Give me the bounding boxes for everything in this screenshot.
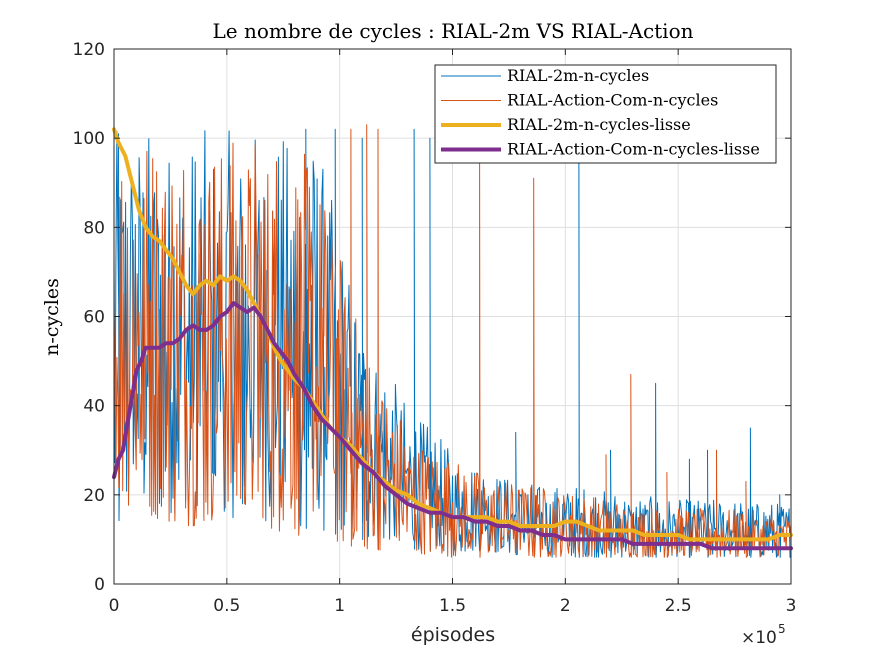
series-line-RIAL-Action-Com-n-cycles (113, 124, 792, 558)
legend-label-RIAL-Action-Com-n-cycles: RIAL-Action-Com-n-cycles (507, 91, 718, 110)
y-axis-label: n-cycles (41, 278, 63, 356)
x-tick-label: 2.5 (665, 596, 692, 616)
x-tick-label: 3 (786, 596, 797, 616)
legend: RIAL-2m-n-cycles RIAL-Action-Com-n-cycles… (434, 64, 777, 164)
legend-items: RIAL-2m-n-cycles RIAL-Action-Com-n-cycles… (441, 66, 760, 159)
legend-box (434, 64, 777, 164)
y-tick-label: 60 (83, 308, 105, 328)
x-axis-exponent: ×10 5 (741, 622, 786, 648)
series-line-RIAL-Action-Com-n-cycles-lisse (112, 301, 793, 551)
y-tick-label: 120 (73, 40, 105, 60)
y-tick-label: 20 (83, 486, 105, 506)
series-layer (112, 124, 793, 558)
x-tick-label: 2 (560, 596, 571, 616)
x-axis-label: épisodes (411, 624, 495, 646)
x-exponent-power: 5 (778, 622, 786, 636)
axes: 0 0.5 1 1.5 2 2.5 3 0 20 40 60 80 100 120 (73, 40, 797, 616)
x-tick-label: 0 (109, 596, 120, 616)
x-tick-label: 1 (334, 596, 345, 616)
x-tick-label: 0.5 (213, 596, 240, 616)
legend-label-RIAL-Action-Com-n-cycles-lisse: RIAL-Action-Com-n-cycles-lisse (507, 140, 760, 159)
series-line-RIAL-2m-n-cycles-lisse (112, 127, 793, 542)
x-exponent-base: ×10 (741, 628, 777, 648)
x-tick-label: 1.5 (439, 596, 466, 616)
y-tick-label: 40 (83, 397, 105, 417)
chart-title: Le nombre de cycles : RIAL-2m VS RIAL-Ac… (213, 19, 694, 43)
y-tick-label: 100 (73, 129, 105, 149)
y-tick-label: 0 (94, 575, 105, 595)
y-tick-label: 80 (83, 218, 105, 238)
legend-label-RIAL-2m-n-cycles-lisse: RIAL-2m-n-cycles-lisse (507, 115, 691, 134)
legend-label-RIAL-2m-n-cycles: RIAL-2m-n-cycles (507, 66, 649, 85)
series-line-RIAL-2m-n-cycles (113, 128, 792, 558)
